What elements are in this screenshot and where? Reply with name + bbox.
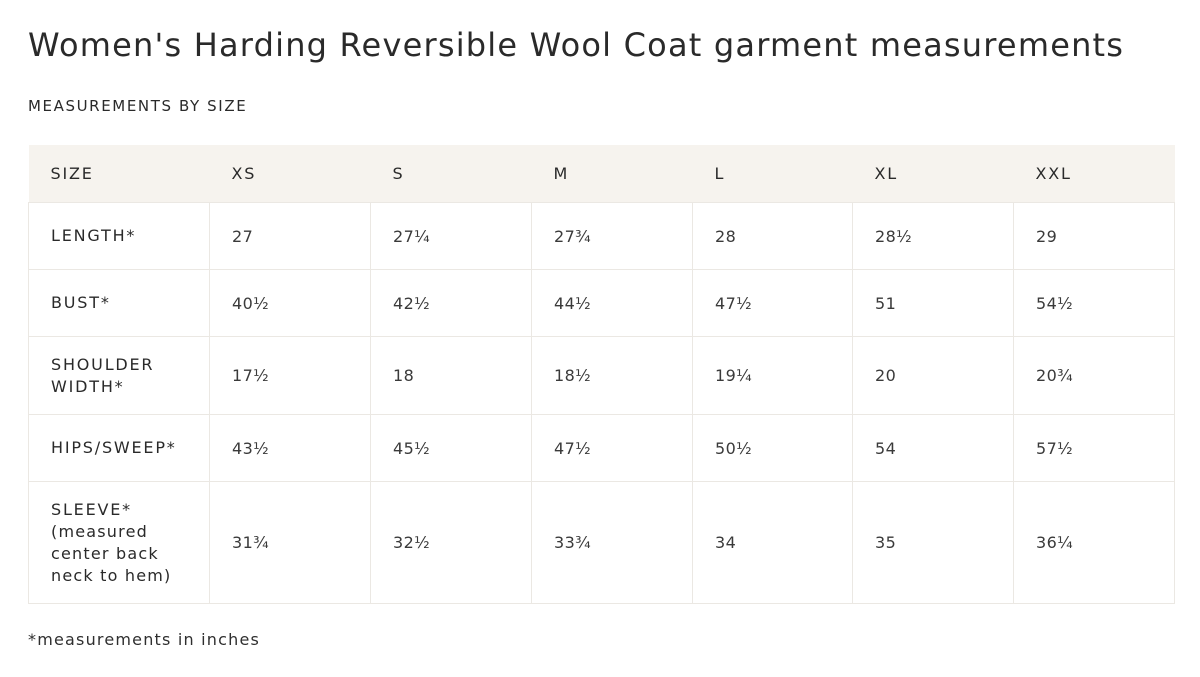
table-cell: 44½ xyxy=(531,269,693,337)
table-cell: 40½ xyxy=(209,269,371,337)
table-cell: 57½ xyxy=(1013,414,1175,482)
table-cell: 27¾ xyxy=(531,202,693,270)
page-title: Women's Harding Reversible Wool Coat gar… xyxy=(28,26,1125,64)
table-cell: 50½ xyxy=(692,414,853,482)
table-row-shoulder-width: SHOULDER WIDTH* 17½ 18 18½ 19¼ 20 20¾ xyxy=(28,336,1175,415)
header-size-xxl: XXL xyxy=(1013,145,1175,203)
table-cell: 18 xyxy=(370,336,532,415)
table-cell: 28 xyxy=(692,202,853,270)
row-label-bust: BUST* xyxy=(28,269,210,337)
table-cell: 28½ xyxy=(852,202,1014,270)
table-cell: 19¼ xyxy=(692,336,853,415)
header-size-m: M xyxy=(531,145,693,203)
table-cell: 47½ xyxy=(692,269,853,337)
table-row-length: LENGTH* 27 27¼ 27¾ 28 28½ 29 xyxy=(28,202,1175,270)
table-row-sleeve: SLEEVE* (measured center back neck to he… xyxy=(28,481,1175,604)
table-cell: 20¾ xyxy=(1013,336,1175,415)
table-cell: 45½ xyxy=(370,414,532,482)
header-size-xl: XL xyxy=(852,145,1014,203)
table-cell: 18½ xyxy=(531,336,693,415)
table-row-bust: BUST* 40½ 42½ 44½ 47½ 51 54½ xyxy=(28,269,1175,337)
table-cell: 17½ xyxy=(209,336,371,415)
section-heading: MEASUREMENTS BY SIZE xyxy=(28,97,248,115)
table-cell: 33¾ xyxy=(531,481,693,604)
table-cell: 42½ xyxy=(370,269,532,337)
row-label-hips-sweep: HIPS/SWEEP* xyxy=(28,414,210,482)
table-cell: 29 xyxy=(1013,202,1175,270)
measurements-table: SIZE XS S M L XL XXL LENGTH* 27 27¼ 27¾ … xyxy=(28,145,1175,604)
table-cell: 27 xyxy=(209,202,371,270)
table-cell: 47½ xyxy=(531,414,693,482)
table-cell: 35 xyxy=(852,481,1014,604)
table-cell: 43½ xyxy=(209,414,371,482)
row-label-sleeve-text: SLEEVE* xyxy=(51,499,132,519)
table-row-hips-sweep: HIPS/SWEEP* 43½ 45½ 47½ 50½ 54 57½ xyxy=(28,414,1175,482)
table-cell: 51 xyxy=(852,269,1014,337)
table-cell: 54½ xyxy=(1013,269,1175,337)
header-size-label: SIZE xyxy=(28,145,210,203)
header-row: SIZE XS S M L XL XXL xyxy=(28,145,1175,203)
header-size-xs: XS xyxy=(209,145,371,203)
header-size-l: L xyxy=(692,145,853,203)
header-size-s: S xyxy=(370,145,532,203)
footnote: *measurements in inches xyxy=(28,630,261,649)
table-cell: 36¼ xyxy=(1013,481,1175,604)
table-cell: 27¼ xyxy=(370,202,532,270)
row-label-sleeve: SLEEVE* (measured center back neck to he… xyxy=(28,481,210,604)
table-cell: 54 xyxy=(852,414,1014,482)
table-cell: 32½ xyxy=(370,481,532,604)
table-cell: 34 xyxy=(692,481,853,604)
row-label-sleeve-note: (measured center back neck to hem) xyxy=(51,521,172,585)
row-label-length: LENGTH* xyxy=(28,202,210,270)
table-cell: 20 xyxy=(852,336,1014,415)
table-cell: 31¾ xyxy=(209,481,371,604)
row-label-shoulder-width: SHOULDER WIDTH* xyxy=(28,336,210,415)
